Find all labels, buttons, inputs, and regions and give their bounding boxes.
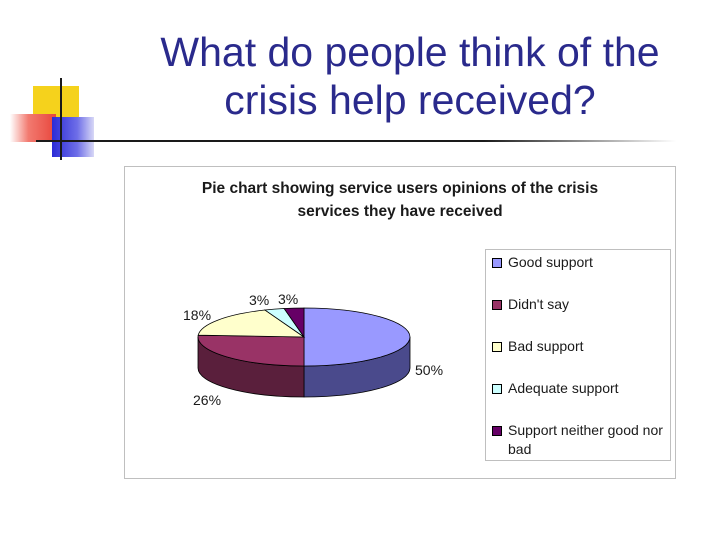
legend-label: Support neither good nor bad (508, 422, 663, 457)
deco-vertical-line (60, 78, 62, 160)
legend-swatch (492, 258, 502, 268)
deco-horizontal-line (36, 140, 676, 142)
chart-title: Pie chart showing service users opinions… (125, 177, 675, 223)
pie-slice-4 (283, 307, 305, 339)
legend-swatch (492, 426, 502, 436)
legend-item: Bad support (492, 337, 674, 356)
pie-slice-1 (197, 334, 305, 367)
pie-label-1: 26% (193, 392, 221, 408)
legend-label: Didn't say (508, 296, 570, 312)
legend-item: Support neither good nor bad (492, 421, 674, 459)
slide-title: What do people think of the crisis help … (110, 28, 710, 124)
pie-slice-0 (303, 307, 411, 367)
legend-item: Didn't say (492, 295, 674, 314)
pie-label-2: 18% (183, 307, 211, 323)
chart-frame: Pie chart showing service users opinions… (124, 166, 676, 479)
chart-title-line2: services they have received (297, 203, 503, 220)
pie-label-4: 3% (278, 291, 298, 307)
legend: Good support Didn't say Bad support Adequat… (485, 249, 671, 461)
pie-label-3: 3% (249, 292, 269, 308)
legend-label: Bad support (508, 338, 584, 354)
pie-slice-2 (197, 309, 306, 338)
slide-title-line2: crisis help received? (224, 77, 596, 123)
deco-blue-square (52, 117, 94, 157)
legend-swatch (492, 384, 502, 394)
legend-label: Good support (508, 254, 593, 270)
pie-label-0: 50% (415, 362, 443, 378)
legend-swatch (492, 342, 502, 352)
pie-chart: 50% 26% 18% 3% 3% (183, 291, 443, 408)
legend-item: Good support (492, 253, 674, 272)
legend-item: Adequate support (492, 379, 674, 398)
deco-red-bar (10, 114, 56, 142)
legend-swatch (492, 300, 502, 310)
chart-title-line1: Pie chart showing service users opinions… (201, 180, 599, 197)
legend-label: Adequate support (508, 380, 619, 396)
slide-title-line1: What do people think of the (160, 29, 660, 75)
